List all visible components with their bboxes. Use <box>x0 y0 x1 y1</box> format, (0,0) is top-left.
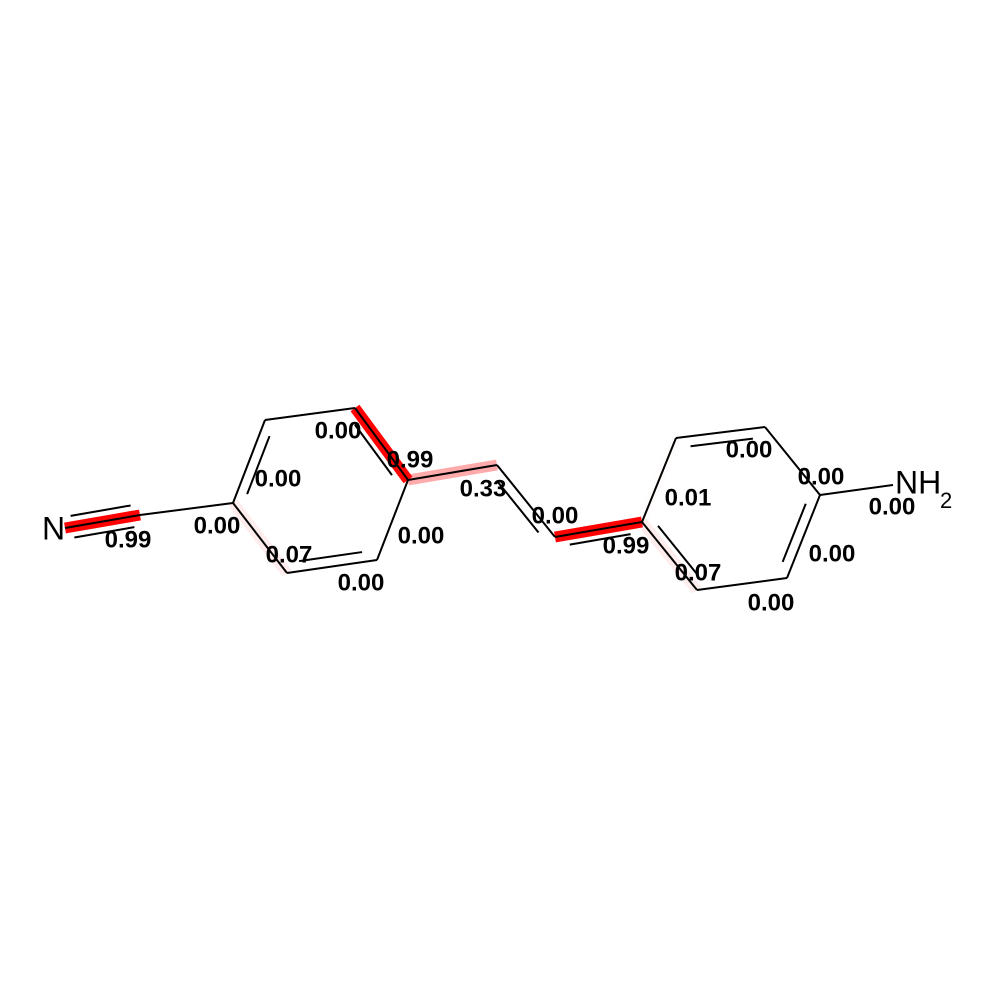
bond-label: 0.00 <box>194 512 241 539</box>
bond-triple <box>74 526 135 539</box>
bond <box>264 407 356 421</box>
bond-inner <box>354 424 393 476</box>
bond <box>407 464 498 481</box>
bond-label: 0.07 <box>675 559 722 586</box>
bond-label: 0.00 <box>338 569 385 596</box>
bond <box>554 521 643 538</box>
atom-label: N <box>42 510 65 546</box>
atom-label: NH <box>895 464 941 500</box>
bond <box>496 464 556 538</box>
bond-inner <box>690 437 753 448</box>
bond <box>675 426 766 439</box>
bond-inner <box>246 435 271 495</box>
bond <box>819 484 894 496</box>
bond-label: 0.00 <box>869 493 916 520</box>
labels: 0.99 0.00 0.00 0.00 0.99 0.00 0.00 0.07 0.33 0.00… <box>42 417 952 616</box>
bond-inner <box>497 481 540 534</box>
bond <box>354 407 409 481</box>
bond-label: 0.07 <box>266 541 313 568</box>
bond <box>64 514 141 529</box>
bond-label: 0.00 <box>398 522 445 549</box>
bond <box>786 494 821 579</box>
bond-inner <box>781 503 807 563</box>
atom-subscript: 2 <box>940 488 952 513</box>
bond <box>641 521 698 591</box>
bond-label: 0.00 <box>726 436 773 463</box>
bond <box>696 577 788 591</box>
bond-label: 0.99 <box>105 526 152 553</box>
bond <box>764 426 821 496</box>
bond-label: 0.00 <box>798 463 845 490</box>
bond-label: 0.00 <box>809 540 856 567</box>
bond <box>641 437 677 523</box>
bond-label: 0.00 <box>748 589 795 616</box>
bond-inner <box>657 525 698 575</box>
bond-label: 0.00 <box>532 502 579 529</box>
bond-label: 0.99 <box>603 532 650 559</box>
bond <box>232 419 266 504</box>
bond <box>232 502 288 574</box>
bond-label: 0.00 <box>255 465 302 492</box>
bond-inner <box>298 551 363 563</box>
bond-inner <box>569 533 631 546</box>
bond <box>139 502 234 516</box>
bond-label: 0.33 <box>460 475 507 502</box>
bonds <box>64 407 894 591</box>
bond-label: 0.00 <box>315 417 362 444</box>
bond-triple <box>70 504 131 517</box>
bond <box>286 559 378 574</box>
bond-label: 0.99 <box>387 446 434 473</box>
bond-label: 0.01 <box>665 484 712 511</box>
bond <box>376 479 409 561</box>
